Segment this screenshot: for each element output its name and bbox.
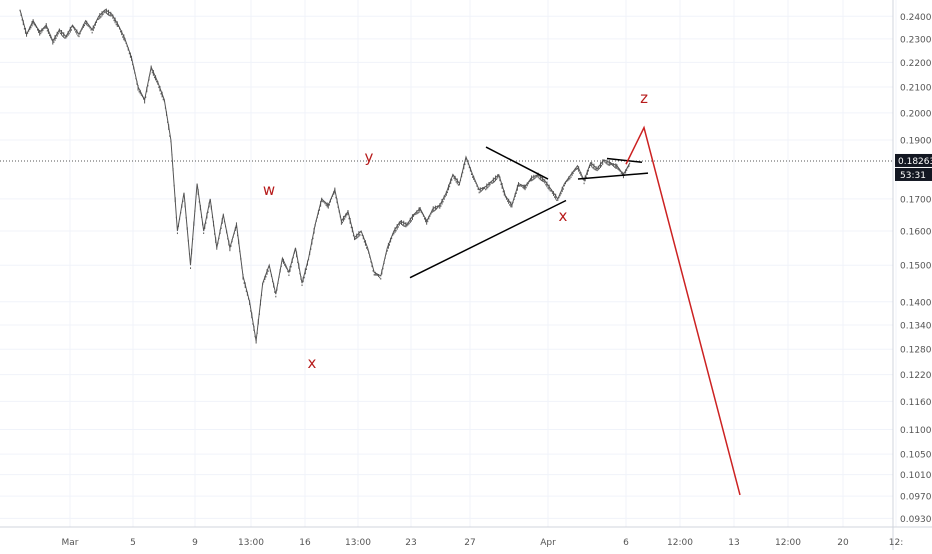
x-tick-label: 23 (405, 538, 416, 548)
x-tick-label: 13:00 (238, 538, 264, 548)
small-triangle-lower (577, 172, 649, 180)
trendline-upper (485, 146, 549, 180)
projection-line (625, 125, 741, 496)
x-tick-label: 12:00 (667, 538, 693, 548)
small-triangle-upper (606, 157, 643, 163)
countdown-badge (895, 167, 932, 181)
x-tick-label: 12:00 (775, 538, 801, 548)
price-line (19, 9, 631, 342)
x-tick-label: 13 (728, 538, 739, 548)
wave-label-y: y (365, 148, 374, 166)
trendline-lower (409, 199, 567, 279)
countdown-label: 53:31 (900, 171, 926, 181)
x-tick-label: 5 (130, 538, 136, 548)
x-tick-label: 6 (623, 538, 629, 548)
current-price-label: 0.18263 (898, 157, 932, 167)
x-tick-label: Apr (540, 538, 556, 548)
x-tick-label: 9 (192, 538, 198, 548)
current-price-badge (895, 153, 932, 167)
x-tick-label: 27 (464, 538, 475, 548)
wave-label-w: w (263, 181, 275, 199)
wave-label-x: x (308, 354, 317, 372)
x-tick-label: Mar (62, 538, 79, 548)
x-tick-label: 16 (299, 538, 311, 548)
x-tick-label: 12: (889, 538, 903, 548)
wave-label-x: x (559, 207, 568, 225)
x-tick-label: 20 (837, 538, 849, 548)
wave-label-z: z (640, 89, 648, 107)
x-tick-label: 13:00 (345, 538, 371, 548)
